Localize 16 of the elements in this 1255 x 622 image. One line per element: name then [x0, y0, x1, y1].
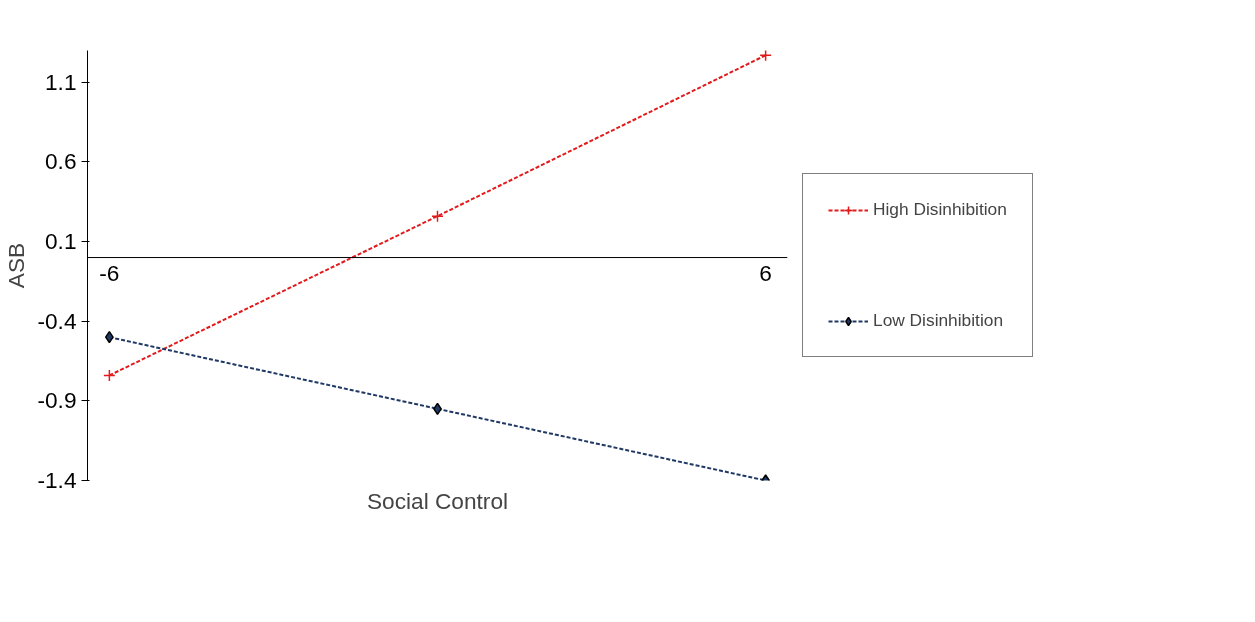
y-tick-label: -1.4 — [37, 467, 77, 493]
point — [103, 369, 116, 382]
x-tick-label: 6 — [759, 259, 772, 286]
y-tick-label: -0.4 — [37, 307, 77, 334]
y-axis-title: ASB — [3, 242, 30, 289]
y-tick-label: 0.6 — [45, 148, 77, 175]
y-tick-label: 1.1 — [45, 68, 77, 95]
point — [104, 330, 114, 344]
point — [759, 50, 772, 62]
y-tick-label: 0.1 — [45, 228, 77, 255]
point — [431, 209, 444, 223]
y-tick-label: -0.9 — [37, 387, 77, 414]
legend-label: Low Disinhibition — [873, 310, 1004, 331]
x-axis-title: Social Control — [366, 487, 509, 514]
x-tick-label: -6 — [99, 259, 120, 286]
legend-label: High Disinhibition — [873, 199, 1007, 220]
